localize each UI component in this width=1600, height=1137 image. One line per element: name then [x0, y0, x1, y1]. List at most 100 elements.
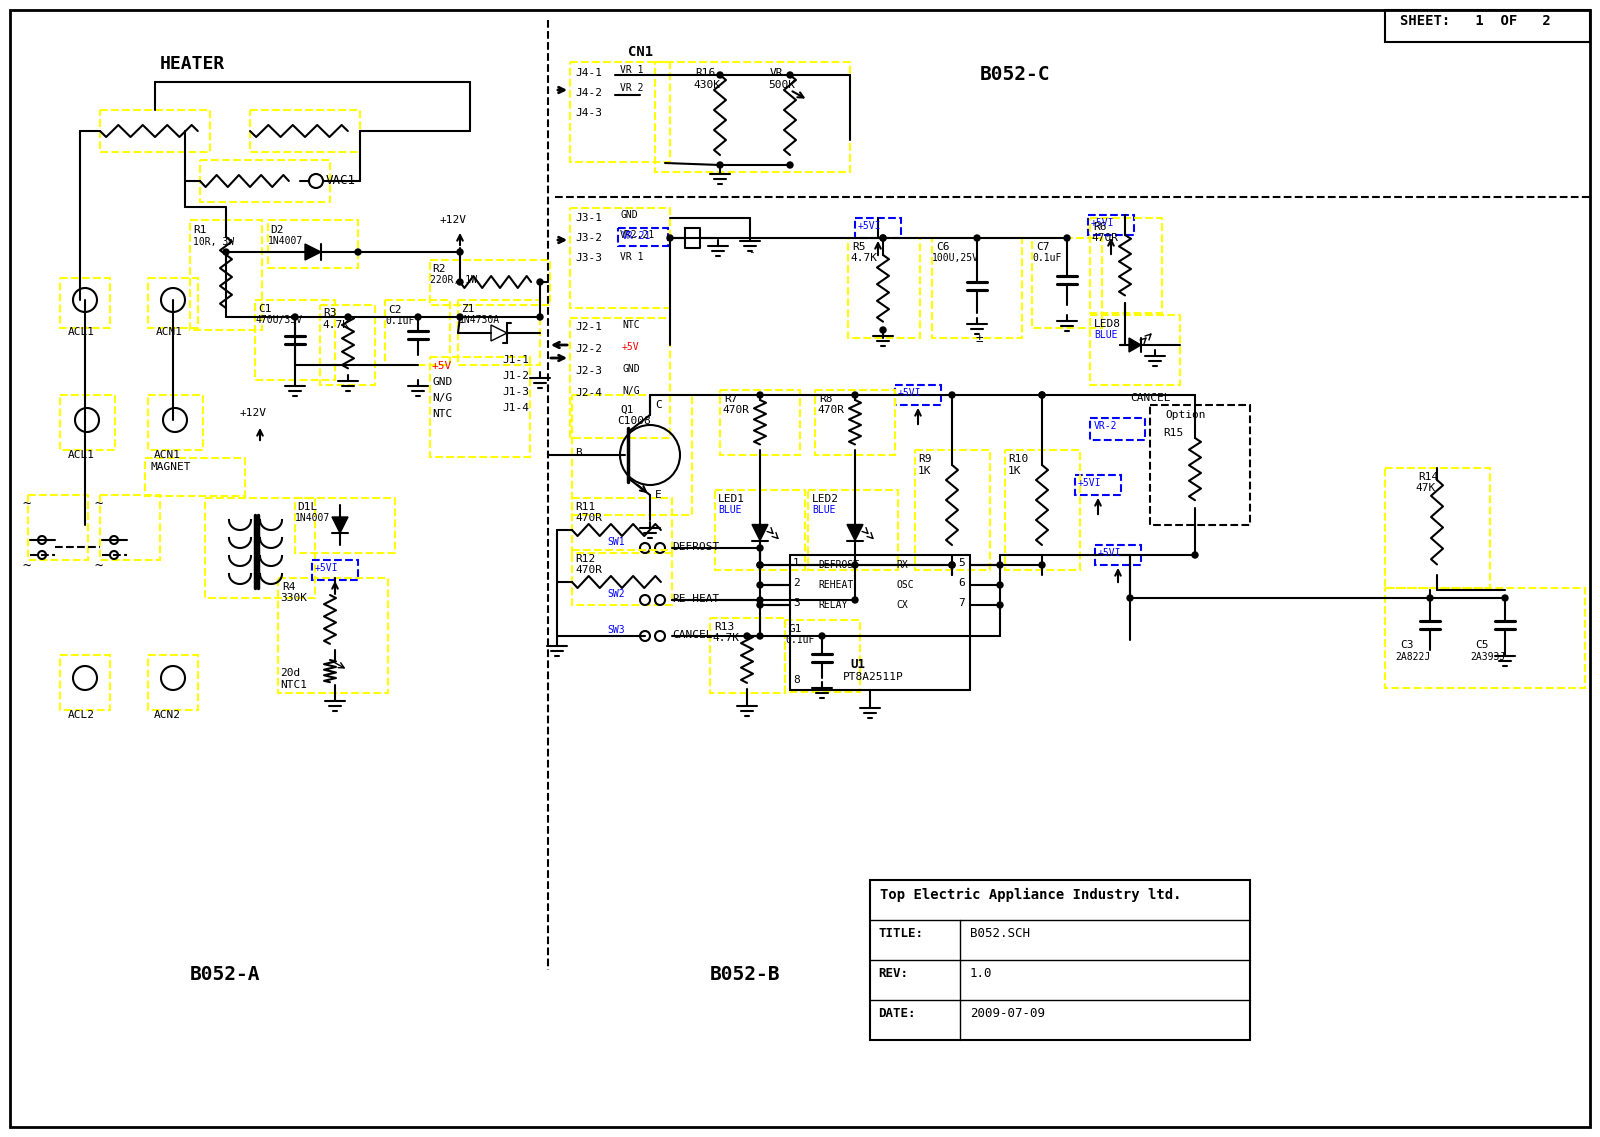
Text: J1-2: J1-2: [502, 371, 530, 381]
Circle shape: [787, 161, 794, 168]
Text: R12: R12: [574, 554, 595, 564]
Bar: [1075, 475, 1122, 495]
Bar: [29, 495, 88, 561]
Text: N/G: N/G: [432, 393, 453, 402]
Text: R11: R11: [574, 503, 595, 512]
Bar: [61, 279, 110, 327]
Text: J4-2: J4-2: [574, 88, 602, 98]
Text: B052-B: B052-B: [710, 965, 781, 984]
Text: RELAY: RELAY: [818, 600, 848, 609]
Text: ~: ~: [94, 561, 102, 574]
Text: R15: R15: [1163, 428, 1184, 438]
Polygon shape: [846, 524, 862, 540]
Text: VR 2: VR 2: [621, 83, 643, 93]
Text: C: C: [654, 400, 662, 410]
Text: -: -: [749, 247, 755, 257]
Text: 5: 5: [958, 558, 965, 568]
Text: R14: R14: [1418, 472, 1438, 482]
Text: R16: R16: [694, 68, 715, 78]
Text: 1.0: 1.0: [970, 966, 992, 980]
Text: SW2: SW2: [606, 589, 624, 599]
Circle shape: [1038, 392, 1045, 398]
Text: CX: CX: [896, 600, 907, 609]
Text: +5VI: +5VI: [1078, 478, 1101, 488]
Circle shape: [853, 562, 858, 568]
Circle shape: [757, 545, 763, 551]
Bar: [814, 390, 894, 455]
Text: TITLE:: TITLE:: [878, 927, 923, 940]
Circle shape: [787, 72, 794, 78]
Bar: [715, 490, 805, 570]
Text: +5V: +5V: [622, 342, 640, 352]
Text: 2009-07-09: 2009-07-09: [970, 1007, 1045, 1020]
Text: J1-3: J1-3: [502, 387, 530, 397]
Text: J4-1: J4-1: [574, 68, 602, 78]
Text: C1008: C1008: [618, 416, 651, 426]
Bar: [1386, 588, 1586, 688]
Text: ~: ~: [22, 561, 30, 574]
Text: BLUE: BLUE: [718, 505, 741, 515]
Text: LED8: LED8: [1094, 319, 1122, 329]
Text: ~: ~: [22, 498, 30, 512]
Circle shape: [717, 161, 723, 168]
Text: B: B: [574, 448, 582, 458]
Text: C3: C3: [1400, 640, 1413, 650]
Bar: [1386, 468, 1490, 588]
Text: R13: R13: [714, 622, 734, 632]
Text: 0.1uF: 0.1uF: [1032, 254, 1061, 263]
Text: 470R: 470R: [574, 513, 602, 523]
Bar: [149, 655, 198, 709]
Text: B052-C: B052-C: [979, 65, 1051, 84]
Text: R6: R6: [1093, 222, 1107, 232]
Text: 2A822J: 2A822J: [1395, 652, 1430, 662]
Circle shape: [222, 249, 229, 255]
Text: LED1: LED1: [718, 493, 746, 504]
Bar: [386, 300, 450, 365]
Bar: [61, 655, 110, 709]
Circle shape: [757, 562, 763, 568]
Text: J3-3: J3-3: [574, 254, 602, 263]
Text: +5VI: +5VI: [1098, 548, 1122, 558]
Circle shape: [757, 601, 763, 608]
Bar: [1005, 450, 1080, 570]
Bar: [573, 395, 693, 515]
Text: ACL2: ACL2: [69, 709, 94, 720]
Text: C5: C5: [1475, 640, 1488, 650]
Bar: [573, 550, 672, 605]
Text: 500K: 500K: [768, 80, 795, 90]
Text: C2: C2: [389, 305, 402, 315]
Text: ACL1: ACL1: [69, 327, 94, 337]
Bar: [570, 208, 670, 308]
Text: REHEAT: REHEAT: [818, 580, 853, 590]
Circle shape: [997, 601, 1003, 608]
Bar: [200, 160, 330, 202]
Bar: [294, 498, 395, 553]
Text: VAC1: VAC1: [326, 174, 357, 186]
Bar: [149, 395, 203, 450]
Text: 470R: 470R: [818, 405, 845, 415]
Text: R9: R9: [918, 454, 931, 464]
Text: G1: G1: [789, 624, 802, 634]
Bar: [149, 279, 198, 327]
Text: 3: 3: [794, 598, 800, 608]
Bar: [278, 578, 389, 692]
Text: VR 1: VR 1: [621, 252, 643, 262]
Bar: [790, 555, 970, 690]
Text: Option: Option: [1165, 410, 1205, 420]
Polygon shape: [752, 524, 768, 540]
Circle shape: [997, 562, 1003, 568]
Text: 10R, 3W: 10R, 3W: [194, 236, 234, 247]
Text: MAGNET: MAGNET: [150, 462, 190, 472]
Bar: [190, 219, 262, 330]
Bar: [570, 63, 670, 161]
Text: R8: R8: [819, 395, 832, 404]
Bar: [458, 300, 541, 365]
Text: HEATER: HEATER: [160, 55, 226, 73]
Bar: [1088, 215, 1134, 235]
Text: 0.1uF: 0.1uF: [786, 634, 814, 645]
Text: +5VI: +5VI: [858, 221, 882, 231]
Circle shape: [346, 314, 350, 319]
Text: DEFROST: DEFROST: [672, 542, 720, 551]
Text: J2-3: J2-3: [574, 366, 602, 376]
Text: SW3: SW3: [606, 625, 624, 634]
